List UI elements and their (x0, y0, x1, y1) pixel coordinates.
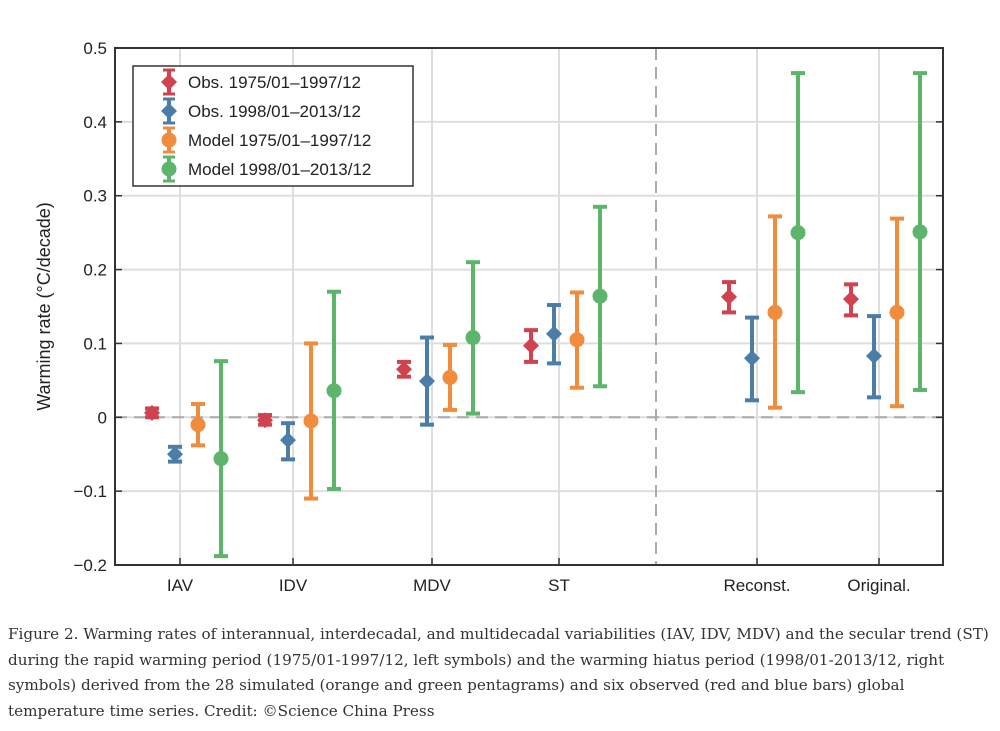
x-tick-label: IDV (279, 576, 308, 595)
series-2 (167, 303, 882, 464)
data-point (523, 337, 539, 354)
data-point (213, 451, 229, 467)
data-point (465, 330, 481, 346)
y-tick-label: 0.1 (83, 334, 107, 353)
legend-box (132, 65, 414, 187)
figure-caption: Figure 2. Warming rates of interannual, … (8, 625, 989, 720)
axis-ticks: −0.2 −0.1 0 0.1 0.2 0.3 0.4 0.5 IAV IDV MDV ST Recon… (73, 39, 943, 595)
legend-label: Obs. 1998/01–2013/12 (188, 102, 361, 121)
data-point (419, 373, 435, 390)
y-tick-label: 0.5 (83, 39, 107, 58)
x-tick-label: IAV (167, 576, 194, 595)
data-point (546, 325, 562, 342)
data-point (396, 361, 412, 378)
data-point (442, 369, 458, 385)
x-tick-label: Reconst. (723, 576, 790, 595)
legend-label: Model 1975/01–1997/12 (188, 131, 371, 150)
legend-marker (161, 74, 177, 90)
legend-marker (161, 103, 177, 119)
y-tick-label: −0.1 (73, 482, 107, 501)
data-point (744, 350, 760, 367)
data-point (326, 383, 342, 399)
y-tick-label: 0 (98, 408, 107, 427)
data-point (303, 413, 319, 429)
data-point (790, 225, 806, 241)
data-point (889, 304, 905, 320)
legend-label: Model 1998/01–2013/12 (188, 160, 371, 179)
legend-label: Obs. 1975/01–1997/12 (188, 73, 361, 92)
series-3 (190, 214, 905, 501)
data-point (569, 332, 585, 348)
data-point (167, 446, 183, 463)
x-tick-label: ST (548, 576, 570, 595)
data-point (721, 288, 737, 305)
data-point (843, 291, 859, 308)
legend: Obs. 1975/01–1997/12 Obs. 1998/01–2013/12… (132, 65, 414, 187)
y-tick-label: 0.2 (83, 261, 107, 280)
data-point (912, 224, 928, 240)
data-point (190, 417, 206, 433)
y-tick-label: −0.2 (73, 556, 107, 575)
grid-lines (115, 47, 943, 566)
legend-marker (161, 132, 177, 148)
data-point (280, 432, 296, 449)
data-point (592, 288, 608, 304)
y-tick-label: 0.4 (83, 113, 107, 132)
data-point (866, 347, 882, 364)
legend-marker (161, 161, 177, 177)
data-point (767, 304, 783, 320)
data-point (144, 404, 160, 421)
plot-frame (114, 47, 944, 566)
x-tick-label: MDV (413, 576, 451, 595)
x-tick-label: Original. (847, 576, 910, 595)
series-1 (144, 280, 859, 429)
series-4 (213, 71, 928, 559)
y-tick-label: 0.3 (83, 187, 107, 206)
data-series (144, 71, 928, 559)
reference-lines (115, 48, 943, 565)
warming-rate-chart: −0.2 −0.1 0 0.1 0.2 0.3 0.4 0.5 IAV IDV MDV ST Recon… (34, 39, 944, 595)
data-point (257, 412, 273, 429)
y-axis-label: Warming rate (°C/decade) (34, 202, 54, 411)
